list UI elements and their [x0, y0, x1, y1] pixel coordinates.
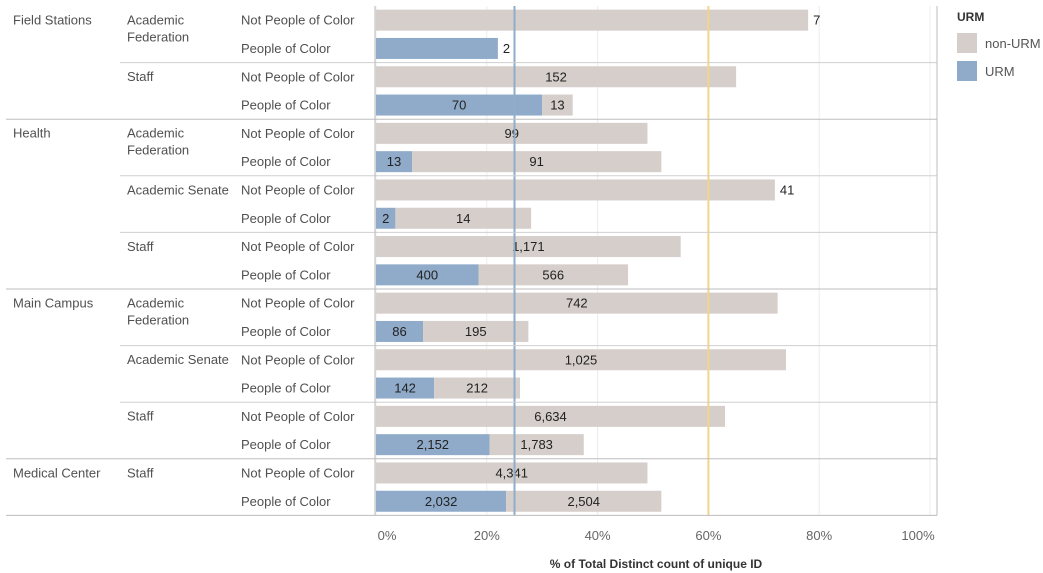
bar-urm-health-staff-people-of-color: [376, 264, 479, 286]
subgroup-label-health-staff: Staff: [127, 239, 154, 254]
x-tick-label-3: 60%: [695, 528, 721, 543]
bar-urm-health-academic-federation-people-of-color: [376, 151, 413, 173]
stacked-bar-chart: 7 Not People of Color 2 People of Color 152 N…: [6, 6, 938, 571]
bar-urm-main-campus-academic-senate-people-of-color: [376, 377, 435, 399]
x-tick-label-2: 40%: [585, 528, 611, 543]
subgroup-label-health-academic-federation: Academic Federation: [127, 126, 189, 158]
bar-urm-main-campus-academic-federation-people-of-color: [376, 320, 424, 342]
legend-item-urm[interactable]: URM: [957, 60, 1043, 82]
legend-title: URM: [957, 10, 985, 24]
row-label-field-stations-staff-people-of-color: People of Color: [241, 98, 331, 113]
x-tick-label-5: 100%: [901, 528, 935, 543]
value-label-urm-field-stations-academic-federation-people-of-color: 2: [503, 41, 510, 56]
row-label-health-academic-federation-not-people-of-color: Not People of Color: [241, 126, 355, 141]
value-label-nonurm-field-stations-staff-people-of-color: 13: [550, 98, 564, 113]
row-label-health-academic-federation-people-of-color: People of Color: [241, 154, 331, 169]
bar-nonurm-health-academic-federation-people-of-color: [412, 151, 662, 173]
value-label-nonurm-main-campus-academic-federation-not-people-of-color: 742: [566, 296, 588, 311]
bar-nonurm-field-stations-academic-federation-not-people-of-color: [376, 9, 809, 31]
row-label-field-stations-staff-not-people-of-color: Not People of Color: [241, 69, 355, 84]
value-label-nonurm-main-campus-academic-senate-not-people-of-color: 1,025: [565, 352, 598, 367]
row-label-medical-center-staff-people-of-color: People of Color: [241, 494, 331, 509]
bar-nonurm-main-campus-academic-senate-people-of-color: [434, 377, 521, 399]
subgroup-label-medical-center-staff: Staff: [127, 465, 154, 480]
row-label-field-stations-academic-federation-not-people-of-color: Not People of Color: [241, 13, 355, 28]
bar-urm-field-stations-staff-people-of-color: [376, 94, 543, 116]
value-label-nonurm-main-campus-academic-senate-people-of-color: 212: [466, 381, 488, 396]
row-label-main-campus-academic-federation-people-of-color: People of Color: [241, 324, 331, 339]
value-label-urm-main-campus-academic-senate-people-of-color: 142: [394, 381, 416, 396]
x-tick-label-0: 0%: [378, 528, 397, 543]
bar-nonurm-health-academic-senate-not-people-of-color: [376, 179, 775, 201]
row-label-main-campus-staff-people-of-color: People of Color: [241, 437, 331, 452]
group-label-medical-center: Medical Center: [13, 465, 101, 480]
legend-item-non-urm[interactable]: non-URM: [957, 32, 1043, 54]
value-label-urm-health-staff-people-of-color: 400: [416, 267, 438, 282]
x-axis-title: % of Total Distinct count of unique ID: [550, 557, 763, 571]
subgroup-label-main-campus-academic-senate: Academic Senate: [127, 352, 229, 367]
value-label-nonurm-health-academic-federation-not-people-of-color: 99: [504, 126, 518, 141]
bar-nonurm-medical-center-staff-people-of-color: [506, 490, 662, 512]
bar-nonurm-main-campus-academic-senate-not-people-of-color: [376, 349, 786, 371]
row-label-field-stations-academic-federation-people-of-color: People of Color: [241, 41, 331, 56]
bar-nonurm-main-campus-academic-federation-people-of-color: [423, 320, 529, 342]
legend-swatch-urm: [957, 61, 977, 81]
row-label-medical-center-staff-not-people-of-color: Not People of Color: [241, 465, 355, 480]
subgroup-label-main-campus-academic-federation: Academic Federation: [127, 296, 189, 328]
bar-nonurm-health-staff-not-people-of-color: [376, 236, 681, 258]
value-label-urm-health-academic-senate-people-of-color: 2: [382, 211, 389, 226]
legend-label-non-urm: non-URM: [985, 35, 1041, 51]
row-label-main-campus-staff-not-people-of-color: Not People of Color: [241, 409, 355, 424]
subgroup-label-field-stations-staff: Staff: [127, 69, 154, 84]
bar-urm-main-campus-staff-people-of-color: [376, 434, 490, 456]
row-label-health-staff-people-of-color: People of Color: [241, 267, 331, 282]
row-label-main-campus-academic-senate-not-people-of-color: Not People of Color: [241, 352, 355, 367]
value-label-urm-health-academic-federation-people-of-color: 13: [387, 154, 401, 169]
x-tick-label-4: 80%: [806, 528, 832, 543]
bar-nonurm-health-staff-people-of-color: [478, 264, 629, 286]
legend: URM non-URM URM: [957, 10, 1043, 88]
value-label-urm-field-stations-staff-people-of-color: 70: [452, 98, 466, 113]
value-label-nonurm-health-academic-senate-people-of-color: 14: [456, 211, 470, 226]
bar-nonurm-main-campus-staff-not-people-of-color: [376, 405, 726, 427]
value-label-nonurm-health-academic-senate-not-people-of-color: 41: [780, 182, 794, 197]
legend-swatch-non-urm: [957, 33, 977, 53]
bar-nonurm-field-stations-staff-not-people-of-color: [376, 66, 737, 88]
subgroup-label-health-academic-senate: Academic Senate: [127, 182, 229, 197]
value-label-urm-medical-center-staff-people-of-color: 2,032: [425, 494, 458, 509]
bar-nonurm-field-stations-staff-people-of-color: [542, 94, 573, 116]
group-label-field-stations: Field Stations: [13, 13, 92, 28]
legend-label-urm: URM: [985, 63, 1015, 79]
bar-nonurm-main-campus-staff-people-of-color: [489, 434, 584, 456]
value-label-nonurm-medical-center-staff-not-people-of-color: 4,341: [495, 465, 528, 480]
group-label-health: Health: [13, 126, 51, 141]
value-label-nonurm-health-staff-people-of-color: 566: [542, 267, 564, 282]
bar-nonurm-medical-center-staff-not-people-of-color: [376, 462, 648, 484]
row-label-health-academic-senate-not-people-of-color: Not People of Color: [241, 182, 355, 197]
value-label-nonurm-field-stations-academic-federation-not-people-of-color: 7: [813, 13, 820, 28]
bar-nonurm-main-campus-academic-federation-not-people-of-color: [376, 292, 778, 314]
value-label-nonurm-main-campus-staff-not-people-of-color: 6,634: [534, 409, 567, 424]
value-label-nonurm-field-stations-staff-not-people-of-color: 152: [545, 69, 567, 84]
bar-nonurm-health-academic-federation-not-people-of-color: [376, 122, 648, 144]
value-label-nonurm-medical-center-staff-people-of-color: 2,504: [567, 494, 600, 509]
row-label-main-campus-academic-federation-not-people-of-color: Not People of Color: [241, 296, 355, 311]
row-label-health-academic-senate-people-of-color: People of Color: [241, 211, 331, 226]
bar-urm-health-academic-senate-people-of-color: [376, 207, 396, 229]
row-label-main-campus-academic-senate-people-of-color: People of Color: [241, 381, 331, 396]
value-label-nonurm-main-campus-academic-federation-people-of-color: 195: [465, 324, 487, 339]
subgroup-label-field-stations-academic-federation: Academic Federation: [127, 13, 189, 45]
x-tick-label-1: 20%: [474, 528, 500, 543]
subgroup-label-main-campus-staff: Staff: [127, 409, 154, 424]
value-label-nonurm-health-academic-federation-people-of-color: 91: [529, 154, 543, 169]
bar-nonurm-health-academic-senate-people-of-color: [395, 207, 532, 229]
value-label-nonurm-main-campus-staff-people-of-color: 1,783: [520, 437, 553, 452]
value-label-nonurm-health-staff-not-people-of-color: 1,171: [512, 239, 545, 254]
row-label-health-staff-not-people-of-color: Not People of Color: [241, 239, 355, 254]
group-label-main-campus: Main Campus: [13, 296, 94, 311]
bar-urm-medical-center-staff-people-of-color: [376, 490, 507, 512]
bar-urm-field-stations-academic-federation-people-of-color: [376, 37, 498, 59]
value-label-urm-main-campus-academic-federation-people-of-color: 86: [392, 324, 406, 339]
value-label-urm-main-campus-staff-people-of-color: 2,152: [417, 437, 450, 452]
